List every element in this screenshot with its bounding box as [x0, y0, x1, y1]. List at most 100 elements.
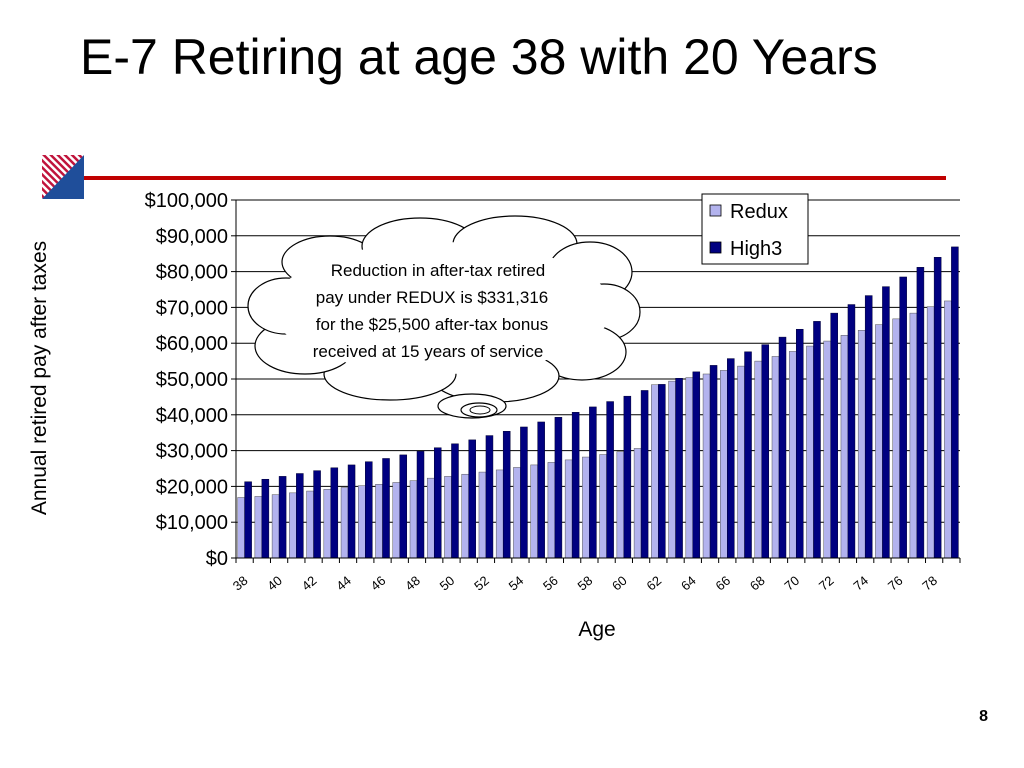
legend: Redux High3	[701, 193, 809, 265]
bar-high3-48	[416, 451, 425, 559]
x-tick-label: 48	[402, 573, 423, 594]
bar-high3-44	[347, 464, 356, 559]
bar-high3-69	[778, 336, 787, 559]
x-tick-label: 60	[609, 573, 630, 594]
bar-redux-74	[857, 330, 866, 559]
bar-redux-57	[564, 459, 573, 559]
page-number: 8	[979, 708, 988, 725]
y-tick-label: $90,000	[156, 226, 228, 248]
bar-high3-64	[692, 371, 701, 559]
x-tick-label: 76	[885, 573, 906, 594]
bar-high3-63	[675, 378, 683, 559]
bar-high3-62	[658, 384, 666, 559]
bar-high3-73	[847, 304, 856, 559]
legend-swatch-high3	[709, 241, 722, 254]
bar-redux-76	[892, 318, 900, 559]
bar-high3-49	[433, 447, 442, 559]
bar-redux-49	[426, 477, 435, 559]
y-tick-label: $70,000	[156, 297, 228, 319]
x-tick-label: 56	[540, 573, 561, 594]
bar-high3-76	[899, 276, 907, 559]
bar-redux-52	[478, 471, 487, 559]
bar-redux-59	[599, 454, 607, 559]
bar-redux-39	[254, 496, 263, 559]
bar-redux-61	[633, 448, 642, 559]
legend-label-high3: High3	[730, 238, 782, 260]
bar-high3-75	[882, 286, 890, 559]
bar-high3-70	[795, 328, 804, 559]
y-tick-label: $60,000	[156, 333, 228, 355]
bar-high3-58	[589, 406, 597, 559]
y-tick-label: $100,000	[145, 190, 228, 212]
bar-redux-40	[271, 494, 280, 559]
bar-high3-78	[933, 257, 942, 559]
bar-redux-45	[358, 485, 366, 559]
logo-icon	[42, 155, 84, 199]
bar-redux-65	[702, 373, 711, 559]
bar-redux-56	[547, 462, 556, 559]
bar-high3-61	[640, 390, 649, 559]
bar-redux-70	[788, 351, 797, 559]
bar-high3-68	[761, 344, 770, 559]
bar-high3-39	[261, 478, 270, 559]
bar-high3-52	[485, 435, 494, 559]
x-tick-label: 58	[575, 573, 596, 594]
bar-high3-57	[571, 412, 580, 559]
bar-redux-63	[668, 380, 676, 559]
bar-redux-44	[340, 487, 349, 559]
bar-high3-45	[365, 461, 373, 559]
bar-high3-38	[244, 481, 252, 559]
bar-redux-72	[823, 340, 831, 559]
x-tick-label: 62	[644, 573, 665, 594]
bar-redux-64	[685, 377, 694, 559]
bar-redux-78	[926, 306, 935, 559]
bar-redux-69	[771, 356, 780, 559]
y-tick-label: $80,000	[156, 262, 228, 284]
bar-high3-72	[830, 312, 838, 559]
bar-high3-67	[744, 351, 752, 559]
bar-high3-71	[813, 321, 821, 559]
bar-high3-65	[709, 365, 718, 559]
y-tick-labels: $0 $10,000 $20,000 $30,000 $40,000 $50,000 $60…	[145, 190, 228, 570]
x-tick-labels: 38 40 42 44 46 48 50 52 54 56 58 60 62 64 66 68 70 72 74 76…	[230, 558, 961, 594]
bar-high3-50	[451, 443, 459, 559]
bar-redux-53	[495, 469, 504, 559]
x-tick-label: 64	[678, 573, 699, 594]
x-tick-label: 50	[437, 573, 458, 594]
bar-high3-41	[296, 473, 304, 559]
bar-redux-50	[444, 476, 452, 559]
callout-line-2: pay under REDUX is $331,316	[316, 288, 548, 307]
callout-line-1: Reduction in after-tax retired	[331, 261, 546, 280]
bar-high3-54	[520, 426, 528, 559]
y-tick-label: $10,000	[156, 512, 228, 534]
bar-high3-56	[554, 417, 563, 559]
y-tick-label: $0	[206, 548, 228, 570]
bar-high3-42	[313, 470, 321, 559]
bar-redux-43	[323, 489, 332, 559]
legend-swatch-redux	[709, 204, 722, 217]
y-axis-label: Annual retired pay after taxes	[28, 241, 51, 515]
bar-high3-60	[623, 395, 632, 559]
header-rule	[84, 176, 946, 180]
bar-redux-71	[806, 345, 814, 559]
callout-line-3: for the $25,500 after-tax bonus	[316, 315, 549, 334]
bar-high3-40	[278, 476, 287, 559]
bar-redux-79	[944, 300, 952, 559]
x-tick-label: 54	[506, 573, 527, 594]
bars	[237, 246, 959, 559]
bar-high3-51	[468, 439, 476, 559]
callout-line-4: received at 15 years of service	[313, 342, 544, 361]
bar-high3-55	[537, 421, 545, 559]
bar-redux-73	[840, 335, 849, 559]
x-tick-label: 44	[333, 573, 354, 594]
x-tick-label: 68	[747, 573, 768, 594]
bar-redux-46	[375, 484, 383, 559]
x-tick-label: 42	[299, 573, 320, 594]
bar-redux-60	[616, 451, 625, 559]
x-tick-label: 78	[919, 573, 940, 594]
bar-redux-77	[909, 312, 918, 559]
x-tick-label: 66	[712, 573, 733, 594]
bar-redux-58	[582, 456, 590, 559]
x-tick-label: 38	[230, 573, 251, 594]
x-tick-label: 70	[781, 573, 802, 594]
